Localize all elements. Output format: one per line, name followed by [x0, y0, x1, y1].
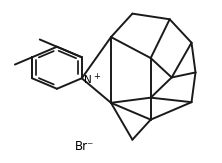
- Text: Br⁻: Br⁻: [75, 140, 94, 153]
- Text: N: N: [84, 74, 92, 85]
- Text: +: +: [93, 72, 100, 81]
